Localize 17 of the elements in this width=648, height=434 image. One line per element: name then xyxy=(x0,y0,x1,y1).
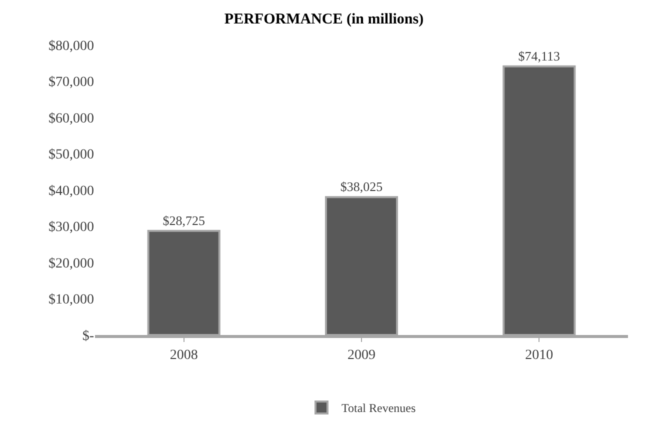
data-label: $74,113 xyxy=(518,48,560,64)
x-tick-label: 2008 xyxy=(170,348,198,363)
x-tick-label: 2010 xyxy=(525,348,554,363)
data-label: $28,725 xyxy=(162,212,205,228)
data-label: $38,025 xyxy=(340,179,383,194)
y-tick-label: $80,000 xyxy=(48,38,94,54)
legend-label: Total Revenues xyxy=(342,401,416,416)
y-tick-label: $10,000 xyxy=(48,292,94,308)
y-tick-label: $50,000 xyxy=(48,148,94,163)
y-tick-label: $20,000 xyxy=(48,256,94,272)
x-tick-label: 2009 xyxy=(348,348,376,363)
chart-title: PERFORMANCE (in millions) xyxy=(224,12,424,28)
y-tick-label: $- xyxy=(82,328,94,344)
y-tick-label: $40,000 xyxy=(48,184,94,199)
y-tick-label: $70,000 xyxy=(48,75,94,90)
y-tick-label: $60,000 xyxy=(48,111,94,126)
y-tick-label: $30,000 xyxy=(48,220,94,236)
